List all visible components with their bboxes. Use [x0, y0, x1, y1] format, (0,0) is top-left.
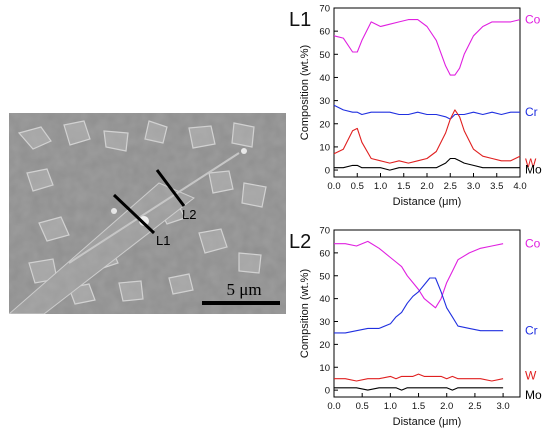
line-scan-l2: [155, 169, 186, 207]
x-tick-label: 3.5: [490, 181, 503, 192]
y-tick-label: 60: [319, 248, 330, 259]
plot-frame: [333, 229, 521, 398]
series-label-w: W: [525, 369, 537, 383]
series-line-mo: [334, 387, 504, 391]
series-label-w: W: [525, 156, 537, 170]
chart-l1: L1 0.0 0.5 1.0 1.5 2.0 2.5 3.0 3.5 4.0 0 10 20 30 40 50…: [289, 4, 542, 209]
series-line-cr: [333, 104, 520, 120]
plot-frame: [333, 7, 521, 178]
x-tick-label: 1.0: [384, 401, 397, 412]
scale-bar: [202, 301, 280, 305]
x-tick-label: 3.0: [467, 181, 480, 192]
x-tick-label: 0.5: [356, 401, 369, 412]
series-line-mo: [334, 157, 520, 171]
x-tick-label: 2.5: [444, 181, 457, 192]
series-line-cr: [334, 277, 504, 334]
y-axis-title: Compsition (wt.%): [299, 269, 311, 358]
x-tick-label: 1.0: [374, 181, 387, 192]
series-label-mo: Mo: [525, 163, 542, 177]
y-tick-label: 70: [319, 226, 330, 237]
x-tick-label: 2.0: [420, 181, 433, 192]
scale-bar-label: 5 μm: [226, 280, 261, 299]
series-line-w: [334, 373, 504, 382]
x-axis-title: Distance (μm): [393, 416, 462, 428]
y-tick-label: 10: [319, 363, 330, 374]
series-line-co: [333, 19, 521, 76]
y-tick-label: 60: [319, 27, 330, 38]
x-tick-label: 0.0: [327, 181, 340, 192]
series-label-cr: Cr: [525, 105, 538, 119]
series-line-co: [334, 240, 504, 309]
y-tick-label: 20: [319, 340, 330, 351]
y-tick-label: 70: [319, 4, 330, 15]
series-line-w: [333, 109, 521, 164]
y-tick-label: 30: [319, 96, 330, 107]
y-tick-label: 30: [319, 317, 330, 328]
y-axis-title: Composition (wt.%): [299, 45, 311, 140]
series-label-cr: Cr: [525, 324, 538, 338]
x-tick-label: 3.0: [496, 401, 509, 412]
panel-label: L1: [289, 9, 311, 31]
x-tick-label: 1.5: [397, 181, 410, 192]
line-label-l2: L2: [182, 207, 196, 222]
series-label-mo: Mo: [525, 388, 542, 402]
sem-micrograph: L1 L2 5 μm: [9, 113, 286, 314]
panel-label: L2: [289, 231, 311, 253]
line-scan-l1: [112, 193, 156, 235]
x-tick-label: 1.5: [412, 401, 425, 412]
line-label-l1: L1: [156, 233, 170, 248]
x-tick-label: 0.5: [351, 181, 364, 192]
x-tick-label: 4.0: [513, 181, 526, 192]
y-tick-label: 10: [319, 142, 330, 153]
y-tick-label: 20: [319, 119, 330, 130]
y-tick-label: 50: [319, 271, 330, 282]
y-tick-label: 0: [325, 386, 330, 397]
x-tick-label: 2.0: [440, 401, 453, 412]
x-axis-title: Distance (μm): [393, 196, 462, 208]
y-tick-label: 50: [319, 50, 330, 61]
chart-l2: L2 0.0 0.5 1.0 1.5 2.0 2.5 3.0 0 10 20 30 40 50 60 70 Di…: [289, 226, 542, 429]
y-tick-label: 40: [319, 294, 330, 305]
x-tick-label: 2.5: [468, 401, 481, 412]
micrograph-texture: [9, 113, 286, 314]
y-tick-label: 40: [319, 73, 330, 84]
series-label-co: Co: [525, 237, 541, 251]
series-label-co: Co: [525, 13, 541, 27]
y-tick-label: 0: [325, 166, 330, 177]
x-tick-label: 0.0: [327, 401, 340, 412]
